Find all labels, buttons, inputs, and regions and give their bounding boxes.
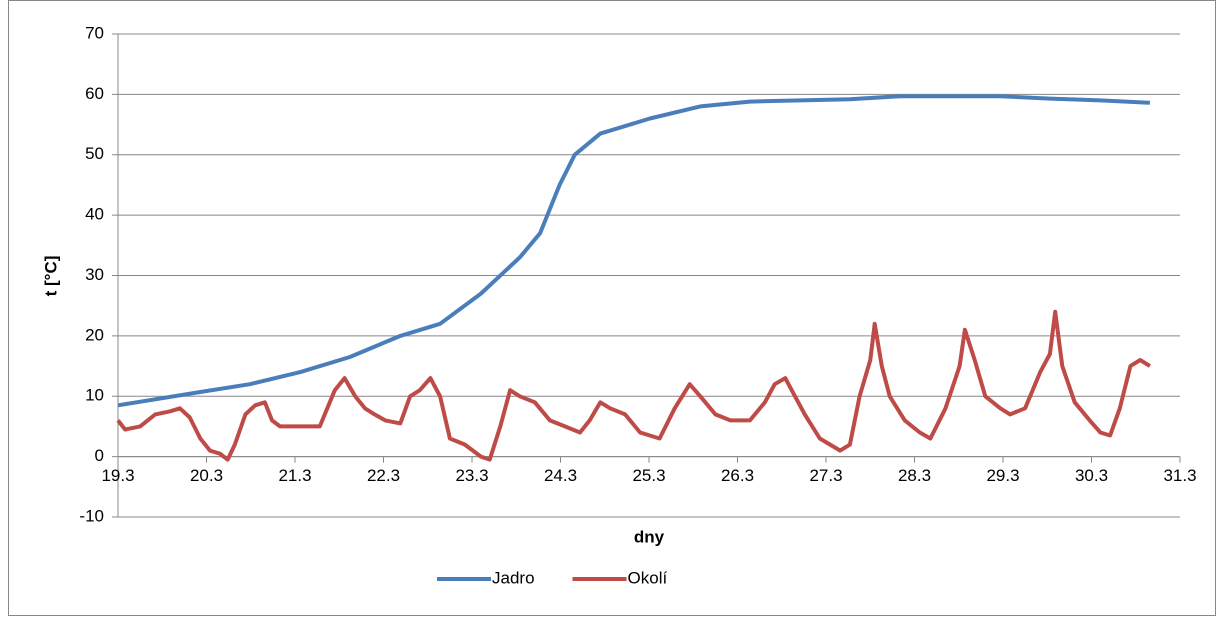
chart-frame (8, 0, 1216, 616)
series-line (116, 309, 1151, 462)
y-tick-label: 50 (85, 144, 104, 163)
x-tick-label: 23.3 (455, 466, 488, 485)
x-tick-label: 31.3 (1163, 466, 1196, 485)
y-tick-label: 30 (85, 265, 104, 284)
y-tick-label: 70 (85, 23, 104, 42)
x-axis-title: dny (634, 527, 665, 546)
series-line (117, 94, 1150, 408)
x-tick-label: 25.3 (632, 466, 665, 485)
y-tick-label: 0 (95, 446, 104, 465)
legend-label: Okolí (628, 568, 668, 587)
y-tick-label: 10 (85, 386, 104, 405)
y-axis-title: t [°C] (41, 256, 60, 297)
y-tick-label: 40 (85, 205, 104, 224)
y-tick-label: 20 (85, 325, 104, 344)
y-tick-label: 60 (85, 84, 104, 103)
x-tick-label: 19.3 (101, 466, 134, 485)
x-tick-label: 20.3 (190, 466, 223, 485)
x-tick-label: 28.3 (898, 466, 931, 485)
x-tick-label: 21.3 (278, 466, 311, 485)
x-tick-label: 26.3 (721, 466, 754, 485)
x-tick-label: 30.3 (1075, 466, 1108, 485)
legend-label: Jadro (492, 568, 535, 587)
x-tick-label: 29.3 (986, 466, 1019, 485)
x-tick-label: 24.3 (544, 466, 577, 485)
y-tick-label: -10 (79, 506, 104, 525)
x-tick-label: 22.3 (367, 466, 400, 485)
x-tick-label: 27.3 (809, 466, 842, 485)
